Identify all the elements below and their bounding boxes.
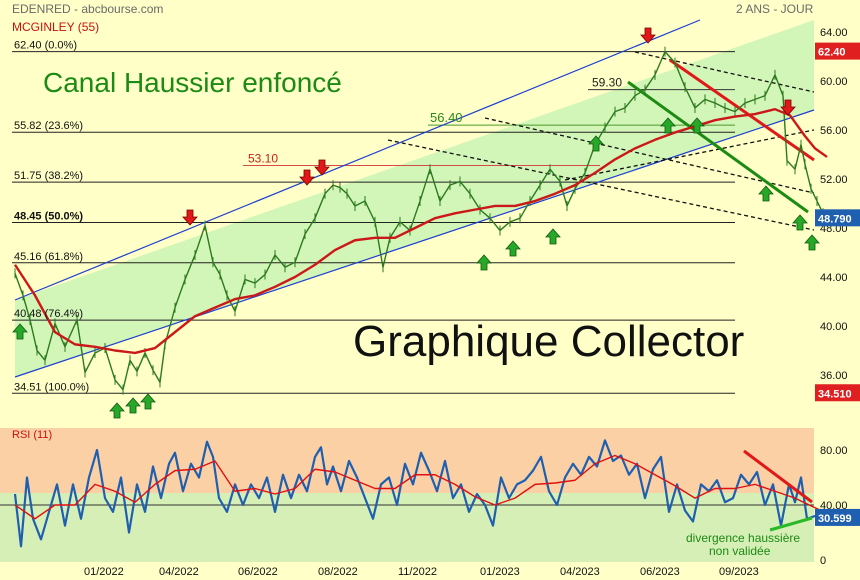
label-last-bg: [815, 209, 860, 227]
up-arrow-2: [125, 397, 141, 414]
fib-label-5: 40.48 (76.4%): [14, 308, 83, 320]
price-tick-3: 52.00: [820, 174, 848, 186]
x-label-2: 06/2022: [238, 566, 278, 578]
static-layer: [0, 19, 815, 506]
x-label-8: 09/2023: [719, 566, 759, 578]
bull-channel-fill: [15, 20, 814, 377]
up-arrow-4: [476, 254, 492, 271]
up-arrow-7: [588, 135, 604, 152]
fib-label-3: 48.45 (50.0%): [14, 210, 83, 222]
chart-title: Canal Haussier enfoncé: [43, 67, 342, 98]
header-period: 2 ANS - JOUR: [736, 2, 814, 16]
up-arrow-10: [758, 185, 774, 202]
up-arrow-0: [12, 323, 28, 340]
label-low: 34.510: [818, 388, 852, 400]
divergence-text-2: non validée: [709, 544, 771, 558]
rsi-label: RSI (11): [12, 429, 52, 441]
x-label-3: 08/2022: [318, 566, 358, 578]
rsi-overbought-zone: [0, 428, 814, 493]
x-label-5: 01/2023: [480, 566, 520, 578]
down-arrow-4: [780, 99, 796, 116]
up-arrow-8: [660, 117, 676, 134]
price-tick-6: 40.00: [820, 321, 848, 333]
dashed-trend-3: [387, 139, 815, 231]
down-arrow-3: [640, 27, 656, 44]
price-tick-5: 44.00: [820, 272, 848, 284]
rsi-series-1: [14, 454, 828, 520]
annot-label-53: 53.10: [248, 152, 278, 166]
rsi-tick-2: 0: [820, 555, 826, 567]
red-downtrend: [669, 58, 815, 162]
rsi-tick-0: 80.00: [820, 445, 848, 457]
down-arrow-2: [314, 159, 330, 176]
dashed-trend-1: [634, 51, 815, 93]
fib-label-6: 34.51 (100.0%): [14, 381, 89, 393]
rsi-layer: [13, 439, 828, 548]
x-label-1: 04/2022: [159, 566, 199, 578]
label-high: 62.40: [818, 47, 846, 59]
up-arrow-6: [545, 228, 561, 245]
channel-lower-line: [14, 109, 815, 378]
rsi-red-trend: [743, 449, 813, 504]
green-downtrend: [627, 80, 809, 214]
chart-watermark: Graphique Collector: [353, 317, 744, 366]
price-layer: [12, 27, 828, 419]
channel-upper-line: [14, 19, 701, 301]
up-arrow-12: [804, 234, 820, 251]
x-label-6: 04/2023: [560, 566, 600, 578]
text-layer: 62.40 (0.0%) 55.82 (23.6%) 51.75 (38.2%) 48…: [12, 20, 860, 578]
label-high-bg: [815, 42, 860, 60]
fib-label-2: 51.75 (38.2%): [14, 170, 83, 182]
rsi-green-trend: [769, 516, 813, 532]
dashed-trend-4: [564, 129, 815, 181]
down-arrow-0: [182, 209, 198, 226]
price-series-0: [14, 50, 828, 391]
price-tick-0: 64.00: [820, 27, 848, 39]
rsi-last-bg: [815, 508, 860, 526]
rsi-oversold-zone: [0, 493, 814, 562]
price-tick-1: 60.00: [820, 76, 848, 88]
price-tick-7: 36.00: [820, 370, 848, 382]
ticks-panel-bg: [814, 20, 860, 580]
x-label-4: 11/2022: [398, 566, 437, 578]
x-label-0: 01/2022: [84, 566, 124, 578]
mcginley-label: MCGINLEY (55): [12, 20, 99, 34]
dashed-trend-2: [484, 117, 815, 194]
header-source: EDENRED - abcbourse.com: [12, 2, 164, 16]
fib-label-0: 62.40 (0.0%): [14, 40, 77, 52]
up-arrow-1: [109, 402, 125, 419]
up-arrow-11: [792, 214, 808, 231]
rsi-last-value: 30.599: [818, 513, 852, 525]
price-tick-2: 56.00: [820, 125, 848, 137]
price-series-1: [13, 107, 828, 355]
annot-label-59: 59.30: [592, 76, 622, 90]
annot-label-56: 56.40: [430, 110, 463, 125]
label-last: 48.790: [818, 213, 852, 225]
fib-label-4: 45.16 (61.8%): [14, 251, 83, 263]
up-arrow-9: [689, 117, 705, 134]
x-label-7: 06/2023: [640, 566, 680, 578]
fib-label-1: 55.82 (23.6%): [14, 120, 83, 132]
divergence-text-1: divergence haussière: [686, 531, 800, 545]
up-arrow-5: [505, 240, 521, 257]
down-arrow-1: [299, 169, 315, 186]
label-low-bg: [815, 384, 860, 402]
up-arrow-3: [140, 393, 156, 410]
